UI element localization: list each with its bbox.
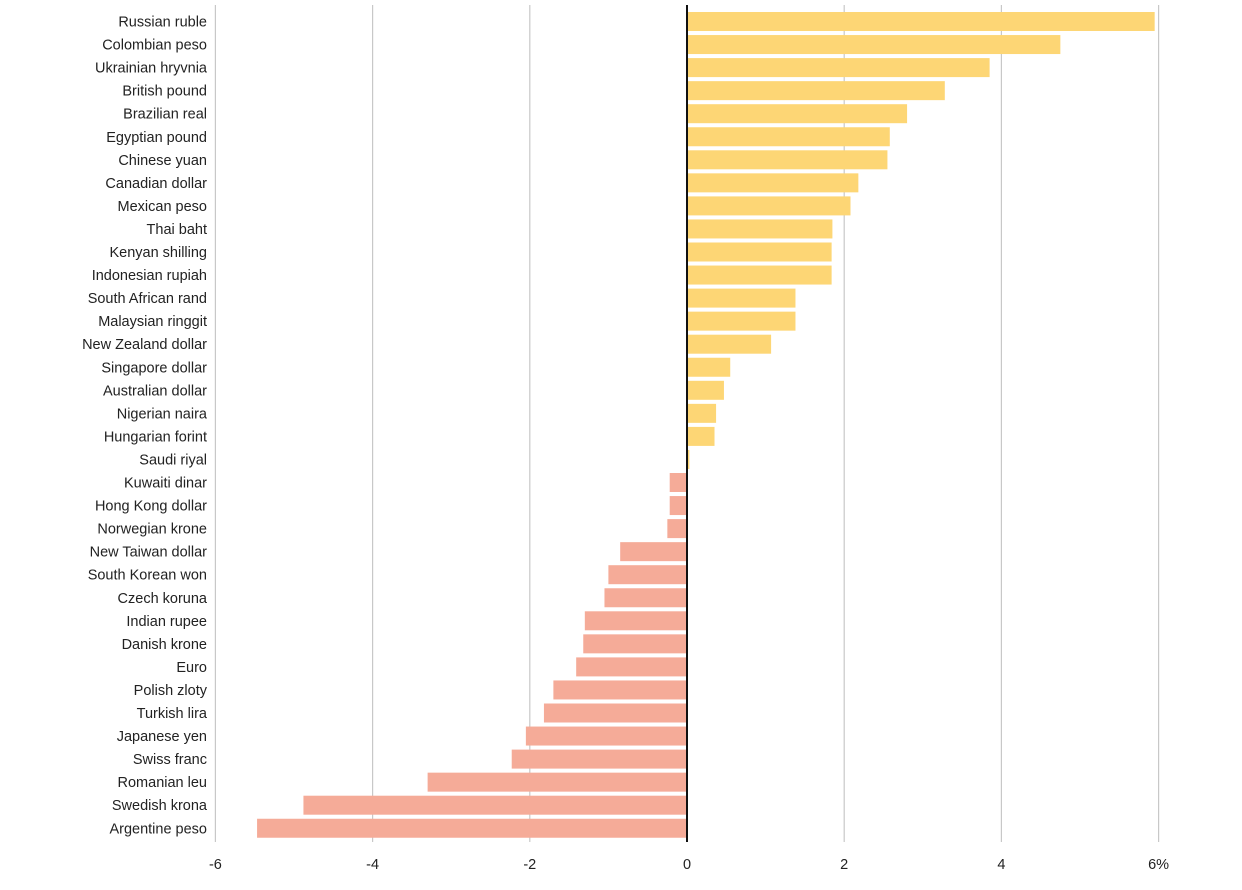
- category-label-saudi-riyal: Saudi riyal: [139, 452, 207, 468]
- bar-indian-rupee: [584, 611, 687, 631]
- category-label-singapore-dollar: Singapore dollar: [101, 360, 207, 376]
- bar-thai-baht: [687, 219, 833, 239]
- bar-layer: [257, 12, 1155, 838]
- bar-south-african-rand: [687, 288, 796, 308]
- x-tick-label: 4: [997, 857, 1005, 873]
- bar-euro: [576, 657, 687, 677]
- bar-malaysian-ringgit: [687, 311, 796, 331]
- bar-ukrainian-hryvnia: [687, 58, 990, 78]
- bar-indonesian-rupiah: [687, 265, 832, 285]
- x-tick-label: 2: [840, 857, 848, 873]
- bar-new-zealand-dollar: [687, 334, 772, 354]
- bar-nigerian-naira: [687, 403, 717, 423]
- category-label-colombian-peso: Colombian peso: [102, 38, 207, 54]
- bar-swedish-krona: [303, 795, 687, 815]
- x-tick-label: -4: [366, 857, 379, 873]
- x-tick-label: 6%: [1148, 857, 1169, 873]
- category-label-indian-rupee: Indian rupee: [126, 614, 207, 630]
- category-label-british-pound: British pound: [122, 84, 207, 100]
- bar-kenyan-shilling: [687, 242, 832, 262]
- category-label-hong-kong-dollar: Hong Kong dollar: [95, 499, 207, 515]
- bar-russian-ruble: [687, 12, 1155, 31]
- bar-argentine-peso: [257, 818, 687, 838]
- bar-egyptian-pound: [687, 127, 890, 147]
- category-label-nigerian-naira: Nigerian naira: [117, 406, 208, 422]
- bar-colombian-peso: [687, 35, 1061, 55]
- bar-norwegian-krone: [667, 519, 687, 539]
- bar-australian-dollar: [687, 380, 724, 400]
- bar-czech-koruna: [604, 588, 687, 608]
- category-label-hungarian-forint: Hungarian forint: [104, 429, 207, 445]
- category-label-canadian-dollar: Canadian dollar: [105, 176, 207, 192]
- bar-brazilian-real: [687, 104, 908, 124]
- category-label-layer: Russian ruble Colombian peso Ukrainian hry…: [82, 15, 208, 838]
- bar-hong-kong-dollar: [669, 496, 687, 516]
- category-label-australian-dollar: Australian dollar: [103, 383, 207, 399]
- bar-south-korean-won: [608, 565, 687, 585]
- category-label-new-taiwan-dollar: New Taiwan dollar: [90, 545, 208, 561]
- category-label-norwegian-krone: Norwegian krone: [97, 522, 207, 538]
- category-label-swedish-krona: Swedish krona: [112, 798, 208, 814]
- category-label-chinese-yuan: Chinese yuan: [118, 153, 207, 169]
- bar-chinese-yuan: [687, 150, 888, 170]
- bar-saudi-riyal: [687, 449, 690, 469]
- category-label-south-korean-won: South Korean won: [88, 568, 207, 584]
- category-label-thai-baht: Thai baht: [147, 222, 207, 238]
- bar-new-taiwan-dollar: [620, 542, 687, 562]
- category-label-czech-koruna: Czech koruna: [118, 591, 208, 607]
- category-label-polish-zloty: Polish zloty: [134, 683, 208, 699]
- bar-japanese-yen: [525, 726, 687, 746]
- bar-romanian-leu: [427, 772, 687, 792]
- bar-mexican-peso: [687, 196, 851, 216]
- category-label-japanese-yen: Japanese yen: [117, 729, 207, 745]
- x-axis-tick-layer: -6 -4 -2 0 2 4 6%: [209, 857, 1169, 873]
- bar-danish-krone: [583, 634, 687, 654]
- bar-polish-zloty: [553, 680, 687, 700]
- x-tick-label: 0: [683, 857, 691, 873]
- category-label-mexican-peso: Mexican peso: [118, 199, 207, 215]
- category-label-south-african-rand: South African rand: [88, 291, 207, 307]
- x-tick-label: -6: [209, 857, 222, 873]
- x-tick-label: -2: [523, 857, 536, 873]
- category-label-russian-ruble: Russian ruble: [118, 15, 207, 31]
- category-label-romanian-leu: Romanian leu: [118, 775, 207, 791]
- category-label-ukrainian-hryvnia: Ukrainian hryvnia: [95, 61, 208, 77]
- bar-british-pound: [687, 81, 945, 101]
- category-label-new-zealand-dollar: New Zealand dollar: [82, 337, 207, 353]
- category-label-argentine-peso: Argentine peso: [109, 821, 207, 837]
- category-label-indonesian-rupiah: Indonesian rupiah: [92, 268, 207, 284]
- bar-hungarian-forint: [687, 426, 715, 446]
- category-label-kuwaiti-dinar: Kuwaiti dinar: [124, 476, 207, 492]
- bar-turkish-lira: [543, 703, 687, 723]
- bar-kuwaiti-dinar: [669, 473, 687, 492]
- category-label-kenyan-shilling: Kenyan shilling: [109, 245, 207, 261]
- bar-swiss-franc: [511, 749, 687, 769]
- category-label-turkish-lira: Turkish lira: [137, 706, 208, 722]
- bar-canadian-dollar: [687, 173, 859, 193]
- category-label-egyptian-pound: Egyptian pound: [106, 130, 207, 146]
- category-label-brazilian-real: Brazilian real: [123, 107, 207, 123]
- category-label-euro: Euro: [176, 660, 207, 676]
- category-label-malaysian-ringgit: Malaysian ringgit: [98, 314, 207, 330]
- category-label-swiss-franc: Swiss franc: [133, 752, 207, 768]
- category-label-danish-krone: Danish krone: [122, 637, 207, 653]
- bar-singapore-dollar: [687, 357, 731, 377]
